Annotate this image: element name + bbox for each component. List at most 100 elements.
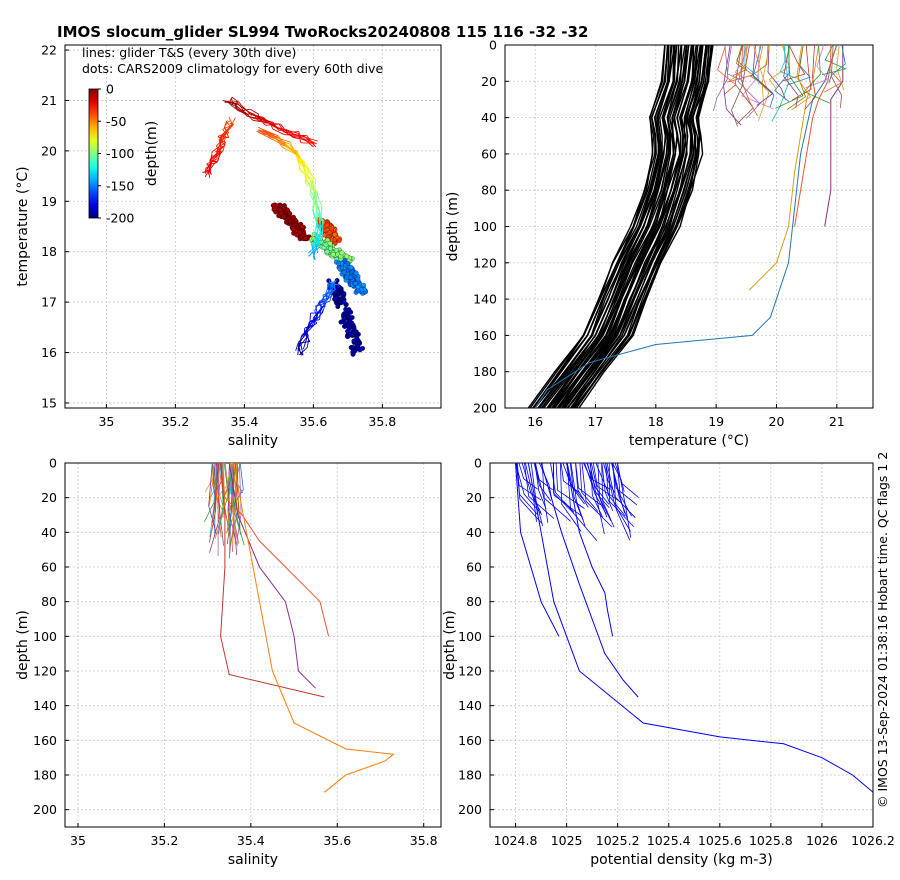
- plots-layer: 35 35.2 35.4 35.6 35.8 15 16 17 18 19 20 21 22 salini…: [15, 38, 895, 869]
- x-tick-label: 1025.6: [698, 833, 742, 848]
- y-tick-label: 160: [458, 733, 482, 748]
- climatology-dot: [353, 329, 359, 335]
- climatology-profile: [529, 45, 666, 408]
- climatology-dot: [334, 278, 340, 283]
- climatology-dot: [345, 328, 351, 334]
- y-tick-label: 0: [474, 456, 482, 471]
- glider-temp-profile: [741, 45, 774, 110]
- glider-sal-profile: [209, 463, 221, 553]
- glider-ts-line: [238, 101, 242, 106]
- glider-temp-profile: [836, 45, 845, 91]
- glider-density-profile: [560, 463, 581, 494]
- glider-ts-line: [249, 116, 256, 120]
- glider-ts-line: [226, 120, 231, 124]
- glider-sal-profile: [233, 463, 395, 793]
- y-tick-label: 180: [33, 768, 57, 783]
- glider-ts-line: [219, 149, 224, 155]
- colorbar-tick-label: -50: [106, 114, 126, 129]
- y-tick-label: 22: [41, 43, 57, 58]
- climatology-dot: [353, 270, 359, 276]
- glider-ts-line: [316, 223, 322, 234]
- glider-ts-line: [300, 164, 316, 180]
- panel-sal_depth: 35 35.2 35.4 35.6 35.8 0 20 40 60 80 100 120 140 160 1…: [15, 456, 442, 868]
- climatology-profile: [562, 45, 701, 408]
- y-tick-label: 60: [41, 560, 57, 575]
- colorbar-tick-label: 0: [106, 82, 114, 97]
- glider-ts-line: [209, 151, 221, 160]
- glider-ts-line: [206, 158, 218, 165]
- glider-density-profile: [581, 463, 613, 528]
- climatology-dot: [339, 250, 345, 256]
- x-tick-label: 1025: [551, 833, 583, 848]
- glider-ts-line: [237, 106, 243, 112]
- glider-temp-profile: [804, 45, 816, 110]
- climatology-dot: [277, 202, 283, 208]
- y-tick-label: 40: [466, 525, 482, 540]
- glider-ts-line: [310, 317, 318, 322]
- glider-sal-profile: [208, 463, 217, 535]
- glider-temp-profile: [781, 45, 806, 82]
- glider-ts-line: [304, 333, 308, 338]
- y-tick-label: 140: [33, 698, 57, 713]
- glider-ts-line: [211, 151, 213, 157]
- climatology-dot: [355, 288, 361, 294]
- climatology-dot: [348, 264, 354, 270]
- glider-ts-line: [326, 288, 336, 296]
- climatology-dot: [347, 316, 353, 322]
- glider-density-profile: [566, 463, 614, 637]
- x-axis-label: salinity: [228, 433, 278, 449]
- glider-temp-profile: [726, 45, 745, 82]
- climatology-dot: [335, 284, 341, 290]
- x-tick-label: 35.8: [410, 833, 438, 848]
- x-tick-label: 35: [70, 833, 86, 848]
- climatology-dot: [297, 230, 303, 236]
- climatology-dot: [346, 324, 352, 330]
- glider-ts-line: [270, 123, 274, 130]
- x-tick-label: 35.2: [150, 833, 178, 848]
- y-tick-label: 180: [458, 768, 482, 783]
- glider-sal-profile: [215, 463, 229, 522]
- x-tick-label: 35: [98, 414, 114, 429]
- y-tick-label: 140: [458, 698, 482, 713]
- climatology-dot: [354, 336, 360, 342]
- glider-density-profile: [583, 463, 611, 490]
- glider-ts-line: [216, 154, 221, 163]
- glider-temp-profile: [779, 45, 796, 79]
- y-tick-label: 19: [41, 194, 57, 209]
- glider-ts-line: [304, 324, 313, 329]
- glider-ts-line: [312, 209, 318, 224]
- glider-temp-profile: [824, 45, 842, 93]
- y-tick-label: 80: [481, 183, 497, 198]
- glider-ts-line: [312, 192, 316, 210]
- y-tick-label: 160: [33, 733, 57, 748]
- glider-density-profile: [566, 463, 585, 505]
- glider-ts-line: [209, 153, 220, 161]
- plot-frame: [64, 44, 442, 409]
- glider-ts-line: [240, 104, 253, 116]
- glider-ts-line: [231, 96, 238, 102]
- climatology-dot: [327, 230, 333, 236]
- glider-density-profile: [515, 463, 543, 524]
- glider-ts-line: [298, 347, 301, 351]
- climatology-dot: [353, 281, 359, 286]
- glider-ts-line: [204, 168, 211, 178]
- glider-ts-line: [215, 153, 218, 159]
- glider-density-profile: [612, 463, 631, 541]
- climatology-dot: [298, 234, 304, 240]
- glider-ts-line: [331, 281, 334, 285]
- glider-ts-line: [280, 123, 289, 135]
- glider-temp-profile: [713, 45, 729, 112]
- glider-density-profile: [560, 463, 582, 532]
- y-tick-label: 60: [481, 146, 497, 161]
- climatology-dot: [338, 319, 344, 325]
- glider-ts-line: [328, 281, 334, 287]
- x-tick-label: 21: [829, 414, 845, 429]
- y-tick-label: 20: [481, 74, 497, 89]
- climatology-dot: [324, 249, 330, 255]
- glider-ts-line: [319, 206, 323, 223]
- glider-ts-line: [330, 284, 337, 290]
- climatology-dot: [336, 238, 342, 243]
- glider-ts-line: [321, 289, 331, 301]
- glider-temp-profile: [791, 45, 811, 111]
